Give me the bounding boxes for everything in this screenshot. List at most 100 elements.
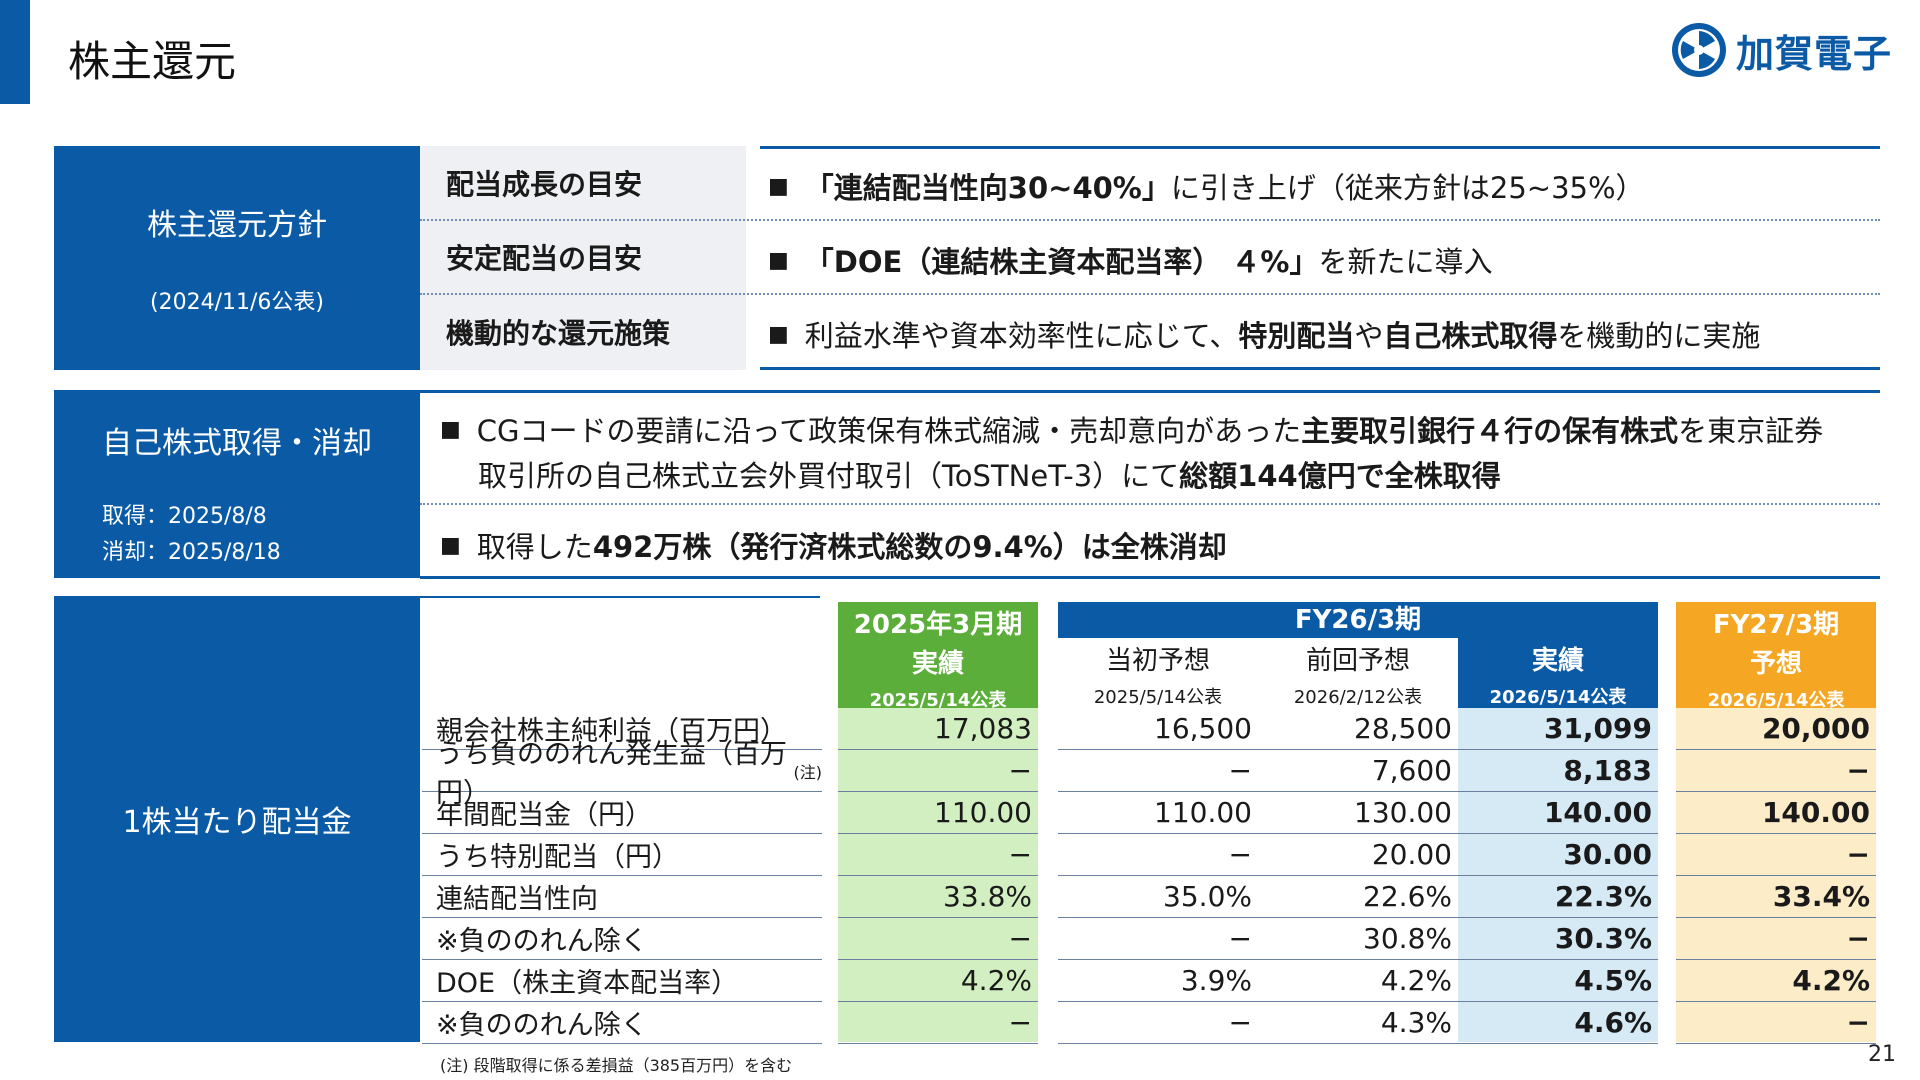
policy-section-label: 株主還元方針 (2024/11/6公表) [54, 146, 420, 370]
divider [420, 576, 1880, 579]
policy-text-dividend-growth: ■ 「連結配当性向30~40%」 に引き上げ（従来方針は25~35%） [768, 156, 1645, 216]
header-fy26-initial: 当初予想 2025/5/14公表 [1058, 638, 1258, 708]
table-cell: 20.00 [1258, 834, 1458, 876]
table-cell: 35.0% [1058, 876, 1258, 918]
table-cell: 28,500 [1258, 708, 1458, 750]
header-fy26-previous-date: 2026/2/12公表 [1293, 687, 1423, 708]
buyback-cancel-date: 消却：2025/8/18 [102, 540, 281, 565]
table-cell: 7,600 [1258, 750, 1458, 792]
policy-label-dividend-growth: 配当成長の目安 [420, 146, 746, 220]
header-fy26-actual: 実績 2026/5/14公表 [1458, 638, 1658, 708]
header-fy26-actual-label: 実績 [1531, 646, 1584, 676]
table-cell: − [1676, 1002, 1876, 1044]
text-bold: 特別配当 [1238, 319, 1355, 353]
logo-mark-icon [1672, 23, 1726, 77]
table-cell: − [1676, 918, 1876, 960]
text-bold: 自己株式取得 [1383, 319, 1558, 353]
bullet-icon: ■ [768, 247, 789, 273]
header-fy26-previous-label: 前回予想 [1305, 646, 1410, 676]
table-cell: 17,083 [838, 708, 1038, 750]
text-bold: 「DOE（連結株主資本配当率） ４%」 [804, 245, 1319, 279]
row-label: 親会社株主純利益（百万円） [422, 708, 822, 750]
policy-label-flexible-return: 機動的な還元施策 [420, 294, 746, 370]
table-cell: 8,183 [1458, 750, 1658, 792]
table-cell: 3.9% [1058, 960, 1258, 1002]
header-fy25: 2025年3月期 実績 2025/5/14公表 [838, 602, 1038, 711]
table-cell: 20,000 [1676, 708, 1876, 750]
table-cell: 4.2% [1258, 960, 1458, 1002]
buyback-text-line2: 取引所の自己株式立会外買付取引（ToSTNeT-3）にて 総額144億円で全株取… [478, 453, 1501, 495]
header-fy26-actual-date: 2026/5/14公表 [1489, 687, 1627, 708]
header-fy27-type: 予想 [1749, 649, 1802, 679]
table-cell: 4.5% [1458, 960, 1658, 1002]
header-fy26-previous: 前回予想 2026/2/12公表 [1258, 638, 1458, 708]
header-fy25-type: 実績 [911, 649, 964, 679]
text: を東京証券 [1678, 414, 1824, 448]
dividend-section-label: 1株当たり配当金 [54, 596, 420, 1042]
table-cell: − [1058, 918, 1258, 960]
policy-text-stable-dividend: ■ 「DOE（連結株主資本配当率） ４%」 を新たに導入 [768, 230, 1493, 290]
divider [760, 146, 1880, 149]
table-cell: 33.8% [838, 876, 1038, 918]
table-cell: 4.6% [1458, 1002, 1658, 1044]
table-cell: 4.2% [838, 960, 1038, 1002]
buyback-title: 自己株式取得・消却 [102, 426, 372, 461]
table-cell: 140.00 [1458, 792, 1658, 834]
text-bold: 「連結配当性向30~40%」 [804, 171, 1171, 205]
table-cell: − [1058, 750, 1258, 792]
policy-title: 株主還元方針 [147, 208, 327, 243]
header-fy26-initial-date: 2025/5/14公表 [1093, 687, 1223, 708]
text-bold: 総額144億円で全株取得 [1179, 459, 1501, 493]
text: 利益水準や資本効率性に応じて、 [804, 319, 1239, 353]
text: に引き上げ（従来方針は25~35%） [1170, 171, 1645, 205]
policy-text-flexible-return: ■ 利益水準や資本効率性に応じて、 特別配当 や 自己株式取得 を機動的に実施 [768, 304, 1760, 364]
table-cell: − [1058, 1002, 1258, 1044]
bullet-icon: ■ [768, 321, 789, 347]
text: を機動的に実施 [1557, 319, 1761, 353]
table-cell: − [838, 834, 1038, 876]
buyback-acquire-date: 取得：2025/8/8 [102, 504, 267, 529]
bullet-icon: ■ [440, 416, 461, 442]
table-cell: 16,500 [1058, 708, 1258, 750]
text-bold: 主要取引銀行４行の保有株式 [1301, 414, 1679, 448]
row-label-text: ※負ののれん除く [436, 1010, 648, 1041]
title-accent-bar [0, 0, 30, 104]
table-cell: 4.3% [1258, 1002, 1458, 1044]
table-cell: 130.00 [1258, 792, 1458, 834]
table-cell: 30.3% [1458, 918, 1658, 960]
bullet-icon: ■ [440, 532, 461, 558]
divider [420, 503, 1880, 505]
table-cell: 33.4% [1676, 876, 1876, 918]
table-cell: 110.00 [838, 792, 1038, 834]
bullet-icon: ■ [768, 173, 789, 199]
text: 取引所の自己株式立会外買付取引（ToSTNeT-3）にて [478, 459, 1180, 493]
row-label-text: 連結配当性向 [436, 884, 598, 915]
policy-date: (2024/11/6公表) [150, 290, 324, 315]
table-cell: 22.3% [1458, 876, 1658, 918]
text: CGコードの要請に沿って政策保有株式縮減・売却意向があった [476, 414, 1302, 448]
divider [760, 367, 1880, 370]
dividend-title: 1株当たり配当金 [122, 805, 352, 840]
company-logo: 加賀電子 [1670, 20, 1900, 80]
text: 取得した [476, 530, 593, 564]
row-label: ※負ののれん除く [422, 1002, 822, 1044]
table-cell: 31,099 [1458, 708, 1658, 750]
table-cell: − [838, 918, 1038, 960]
row-label: 年間配当金（円） [422, 792, 822, 834]
row-label-text: うち負ののれん発生益（百万円） [436, 738, 787, 809]
table-cell: 140.00 [1676, 792, 1876, 834]
row-label-text: うち特別配当（円） [436, 842, 679, 873]
row-label-text: DOE（株主資本配当率） [436, 968, 739, 999]
header-fy26-band: FY26/3期 [1058, 602, 1658, 638]
divider [420, 219, 1880, 221]
row-label-note: (注) [793, 762, 823, 782]
row-label: ※負ののれん除く [422, 918, 822, 960]
table-cell: 110.00 [1058, 792, 1258, 834]
buyback-section-label: 自己株式取得・消却 取得：2025/8/8 消却：2025/8/18 [54, 390, 420, 578]
table-cell: 30.8% [1258, 918, 1458, 960]
text: や [1354, 319, 1384, 353]
table-cell: − [1676, 834, 1876, 876]
header-fy25-date: 2025/5/14公表 [869, 690, 1007, 711]
text: を新たに導入 [1318, 245, 1493, 279]
buyback-text-line1: ■ CGコードの要請に沿って政策保有株式縮減・売却意向があった 主要取引銀行４行… [440, 408, 1823, 450]
